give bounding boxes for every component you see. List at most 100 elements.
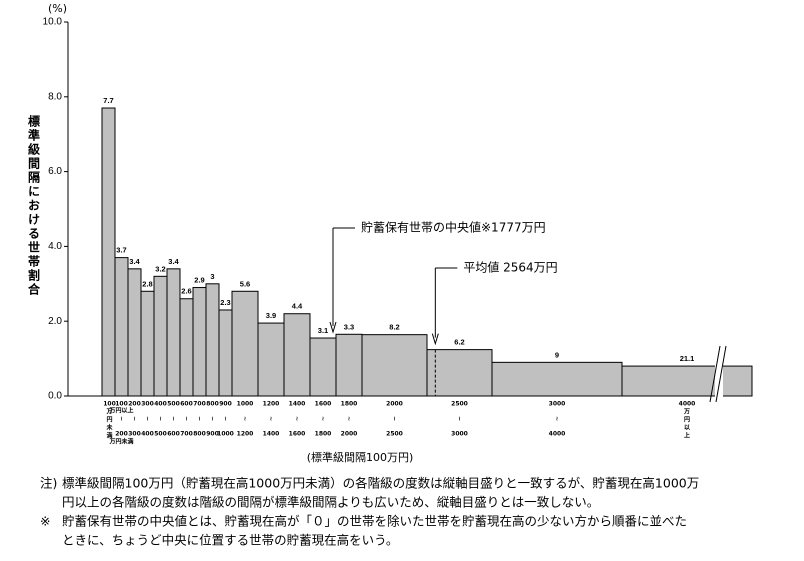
x-tick-label: 以 bbox=[684, 425, 690, 432]
x-tick-label: 100 bbox=[103, 401, 116, 408]
bar-label: 3.1 bbox=[318, 326, 328, 335]
x-tick-label: ≀ bbox=[159, 416, 161, 423]
bar-label: 3.2 bbox=[155, 264, 165, 273]
bar bbox=[127, 268, 142, 397]
x-tick-label: 800 bbox=[193, 431, 206, 438]
x-tick-label: 未 bbox=[106, 424, 112, 432]
bar-label: 3.4 bbox=[129, 257, 140, 266]
x-tick-label: ≀ bbox=[270, 416, 272, 423]
bar-label: 3.4 bbox=[168, 257, 179, 266]
bar bbox=[309, 337, 337, 397]
axis-break bbox=[709, 345, 721, 403]
x-tick-label: 900 bbox=[206, 431, 219, 438]
bar bbox=[101, 107, 116, 397]
bar-label: 7.7 bbox=[103, 96, 113, 105]
bar bbox=[192, 287, 207, 397]
y-tick-label: 6.0 bbox=[48, 166, 62, 177]
note-line: 円以上の各階級の度数は階級の間隔が標準級間隔よりも広いため、縦軸目盛りとは一致し… bbox=[62, 495, 599, 510]
y-tick-label: 4.0 bbox=[48, 241, 62, 252]
bar bbox=[140, 290, 155, 397]
x-tick-label: 2500 bbox=[451, 401, 468, 408]
bar-label: 9 bbox=[555, 350, 559, 359]
axis-break bbox=[715, 345, 727, 403]
bar-label: 8.2 bbox=[389, 323, 399, 332]
x-tick-label: ≀ bbox=[146, 416, 148, 423]
x-axis-label: (標準級間隔100万円) bbox=[307, 450, 414, 464]
x-tick-label: 500 bbox=[167, 401, 180, 408]
x-tick-label: 900 bbox=[219, 401, 232, 408]
note-line: 標準級間隔100万円（貯蓄現在高1000万円未満）の各階級の度数は縦軸目盛りと一… bbox=[62, 476, 699, 491]
bar-label: 3.9 bbox=[266, 311, 276, 320]
y-tick-label: 0.0 bbox=[48, 391, 62, 402]
bar bbox=[179, 298, 194, 397]
x-tick-label: 1800 bbox=[341, 401, 358, 408]
bar bbox=[361, 334, 428, 397]
x-tick-label: 100 bbox=[115, 401, 128, 408]
y-tick-label: 8.0 bbox=[48, 91, 62, 102]
x-tick-label: 1200 bbox=[263, 401, 280, 408]
x-tick-label: 200 bbox=[115, 431, 128, 438]
bar-label: 3.7 bbox=[116, 246, 126, 255]
x-tick-label: 万円以上 bbox=[108, 407, 133, 415]
x-tick-label: 600 bbox=[180, 401, 193, 408]
x-tick-label: 700 bbox=[193, 401, 206, 408]
axis-break-gap bbox=[715, 345, 723, 401]
x-tick-label: 1600 bbox=[289, 431, 306, 438]
annotation-arrow bbox=[431, 333, 439, 346]
x-tick-label: ≀ bbox=[348, 416, 350, 423]
bar-label: 3.3 bbox=[344, 322, 354, 331]
x-tick-label: 1000 bbox=[217, 431, 234, 438]
x-tick-label: 2000 bbox=[386, 401, 403, 408]
bar bbox=[231, 290, 259, 397]
annotation-arrow bbox=[329, 321, 337, 334]
x-tick-label: 300 bbox=[141, 401, 154, 408]
x-tick-label: 上 bbox=[684, 432, 690, 440]
x-tick-label: 1400 bbox=[263, 431, 280, 438]
x-tick-label: ≀ bbox=[120, 416, 122, 423]
x-tick-label: 500 bbox=[154, 431, 167, 438]
x-tick-label: 1200 bbox=[237, 431, 254, 438]
bar bbox=[257, 322, 285, 397]
x-tick-label: ≀ bbox=[185, 416, 187, 423]
x-tick-label: ≀ bbox=[458, 416, 460, 423]
x-tick-label: 3000 bbox=[451, 431, 468, 438]
note-line: 貯蓄保有世帯の中央値とは、貯蓄現在高が「０」の世帯を除いた世帯を貯蓄現在高の少な… bbox=[62, 514, 687, 529]
annotation-text: 貯蓄保有世帯の中央値※1777万円 bbox=[361, 220, 546, 235]
x-tick-label: 400 bbox=[154, 401, 167, 408]
x-tick-label: 3000 bbox=[549, 401, 566, 408]
x-tick-label: 万円未満 bbox=[108, 438, 133, 446]
x-tick-label: ≀ bbox=[133, 416, 135, 423]
x-tick-label: ≀ bbox=[244, 416, 246, 423]
x-tick-label: 1000 bbox=[237, 401, 254, 408]
y-axis-label: 標準級間隔における世帯割合 bbox=[27, 114, 41, 297]
bar bbox=[218, 309, 233, 397]
bar bbox=[491, 361, 623, 397]
bar-label: 21.1 bbox=[680, 354, 695, 363]
x-tick-label: 2500 bbox=[386, 431, 403, 438]
note-mark: ※ bbox=[40, 514, 50, 529]
x-tick-label: ≀ bbox=[172, 416, 174, 423]
x-tick-label: 4000 bbox=[549, 431, 566, 438]
x-tick-label: 満 bbox=[106, 432, 112, 440]
x-tick-label: ≀ bbox=[224, 416, 226, 423]
note-mark: 注) bbox=[40, 476, 57, 491]
x-tick-label: ≀ bbox=[211, 416, 213, 423]
x-tick-label: 円 bbox=[106, 417, 112, 424]
bar bbox=[205, 283, 220, 397]
bar-label: 4.4 bbox=[292, 302, 303, 311]
x-tick-label: 600 bbox=[167, 431, 180, 438]
x-tick-label: 2000 bbox=[341, 431, 358, 438]
x-tick-label: 300 bbox=[128, 431, 141, 438]
bar-label: 6.2 bbox=[454, 338, 464, 347]
y-unit: (%) bbox=[48, 2, 67, 15]
bar bbox=[114, 257, 129, 397]
x-tick-label: ≀ bbox=[322, 416, 324, 423]
x-tick-label: 万 bbox=[683, 409, 690, 416]
bar bbox=[426, 349, 493, 397]
bar bbox=[166, 268, 181, 397]
bar-label: 3 bbox=[210, 272, 214, 281]
x-tick-label: 1600 bbox=[315, 401, 332, 408]
bar-label: 5.6 bbox=[240, 279, 250, 288]
x-tick-label: 万 bbox=[105, 409, 112, 416]
